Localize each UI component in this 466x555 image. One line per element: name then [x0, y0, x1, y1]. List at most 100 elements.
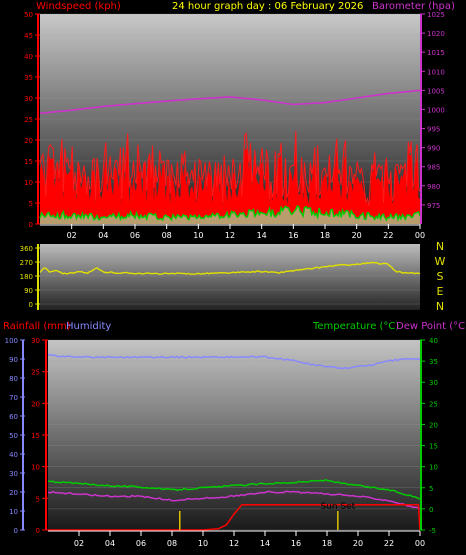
y-tick-label: 10 [9, 508, 18, 516]
x-tick-label: 10 [193, 231, 203, 240]
y-tick-label: 80 [9, 375, 18, 383]
direction-y-axis: 360 270 180 90 0 [20, 244, 40, 310]
wind-axis-title: Windspeed (kph) [36, 1, 121, 12]
x-tick-label: 12 [225, 231, 235, 240]
y-tick-label: 35 [429, 358, 438, 366]
x-tick-label: 12 [229, 539, 239, 548]
y-tick-label: 980 [427, 183, 440, 191]
x-tick-label: 18 [322, 539, 332, 548]
x-tick-label: 00 [415, 231, 425, 240]
y-tick-label: 30 [31, 337, 40, 345]
x-tick-label: 10 [198, 539, 208, 548]
y-tick-label: 40 [24, 53, 33, 61]
x-tick-label: 06 [130, 231, 140, 240]
y-tick-label: 30 [429, 379, 438, 387]
wind-y-axis: 0 5 10 15 20 25 30 35 40 45 50 [24, 11, 40, 229]
y-tick-label: 30 [24, 95, 33, 103]
y-tick-label: 20 [31, 400, 40, 408]
y-tick-label: 15 [24, 158, 33, 166]
wind-direction-line [39, 261, 421, 276]
rainfall-line [48, 503, 421, 531]
y-tick-label: 1020 [427, 30, 445, 38]
baro-axis-title: Barometer (hpa) [372, 1, 455, 12]
y-tick-label: 50 [24, 11, 33, 19]
x-tick-label: 16 [291, 539, 301, 548]
y-tick-label: 40 [9, 451, 18, 459]
wind-x-axis: 02 04 06 08 10 12 14 16 18 20 22 00 [40, 224, 425, 240]
y-tick-label: 25 [429, 400, 438, 408]
compass-label: N [436, 300, 444, 313]
humidity-line [47, 353, 420, 370]
y-tick-label: 1000 [427, 106, 445, 114]
temperature-axis-title: Temperature (°C) [312, 321, 399, 332]
avg-wind-area [40, 206, 420, 224]
humidity-axis-title: Humidity [66, 321, 111, 332]
x-tick-label: 20 [352, 231, 362, 240]
baro-y-axis: 975 980 985 990 995 1000 1005 1010 1015 1020 1025 [420, 11, 445, 224]
y-tick-label: 10 [24, 179, 33, 187]
y-tick-label: 90 [24, 287, 33, 295]
temp-rain-marks [47, 353, 421, 531]
y-tick-label: 10 [429, 464, 438, 472]
y-tick-label: 60 [9, 413, 18, 421]
temp-y-axis: -5 0 5 10 15 20 25 30 35 40 [420, 337, 438, 535]
y-tick-label: 45 [24, 32, 33, 40]
dew-point-line [47, 490, 421, 510]
y-tick-label: 1025 [427, 11, 445, 19]
y-tick-label: 25 [31, 369, 40, 377]
y-tick-label: 985 [427, 164, 440, 172]
dewpoint-axis-title: Dew Point (°C) [396, 321, 466, 332]
wind-direction-plot [40, 244, 420, 310]
y-tick-label: 20 [24, 137, 33, 145]
temperature-line [47, 478, 421, 500]
graph-title: 24 hour graph day : 06 February 2026 [172, 1, 363, 12]
y-tick-label: 90 [9, 356, 18, 364]
rain-y-axis: 0 5 10 15 20 25 30 [31, 337, 48, 535]
x-tick-label: 06 [136, 539, 146, 548]
y-tick-label: 1010 [427, 68, 445, 76]
x-tick-label: 18 [320, 231, 330, 240]
y-tick-label: 15 [429, 443, 438, 451]
y-tick-label: 50 [9, 432, 18, 440]
x-tick-label: 22 [384, 539, 394, 548]
y-tick-label: 15 [31, 432, 40, 440]
y-tick-label: 180 [20, 273, 33, 281]
y-tick-label: -5 [429, 527, 436, 535]
y-tick-label: 5 [429, 485, 433, 493]
sunset-label: Sun Set [320, 502, 355, 512]
direction-marks [39, 261, 421, 276]
wind-gust-line [39, 131, 421, 206]
barometer-line [39, 89, 421, 115]
y-tick-label: 1005 [427, 87, 445, 95]
rainfall-axis-title: Rainfall (mm) [3, 321, 71, 332]
x-tick-label: 16 [288, 231, 298, 240]
compass-label: S [437, 270, 444, 283]
y-tick-label: 5 [29, 200, 33, 208]
x-tick-label: 08 [162, 231, 172, 240]
avg-wind-line [39, 205, 421, 222]
y-tick-label: 0 [429, 506, 433, 514]
wind-speed-area [40, 137, 420, 224]
y-tick-label: 70 [9, 394, 18, 402]
y-tick-label: 995 [427, 126, 440, 134]
y-tick-label: 10 [31, 464, 40, 472]
x-tick-label: 14 [257, 231, 267, 240]
y-tick-label: 990 [427, 145, 440, 153]
compass-label: W [435, 255, 446, 268]
y-tick-label: 20 [9, 489, 18, 497]
compass-label: N [436, 240, 444, 253]
y-tick-label: 0 [29, 301, 33, 309]
x-tick-label: 04 [98, 231, 108, 240]
wind-baro-marks [39, 89, 421, 224]
y-tick-label: 0 [29, 221, 33, 229]
x-tick-label: 02 [67, 231, 77, 240]
x-tick-label: 22 [383, 231, 393, 240]
y-tick-label: 35 [24, 74, 33, 82]
x-tick-label: 08 [167, 539, 177, 548]
y-tick-label: 0 [36, 527, 40, 535]
y-tick-label: 25 [24, 116, 33, 124]
compass-label: E [437, 285, 444, 298]
y-tick-label: 270 [20, 259, 33, 267]
